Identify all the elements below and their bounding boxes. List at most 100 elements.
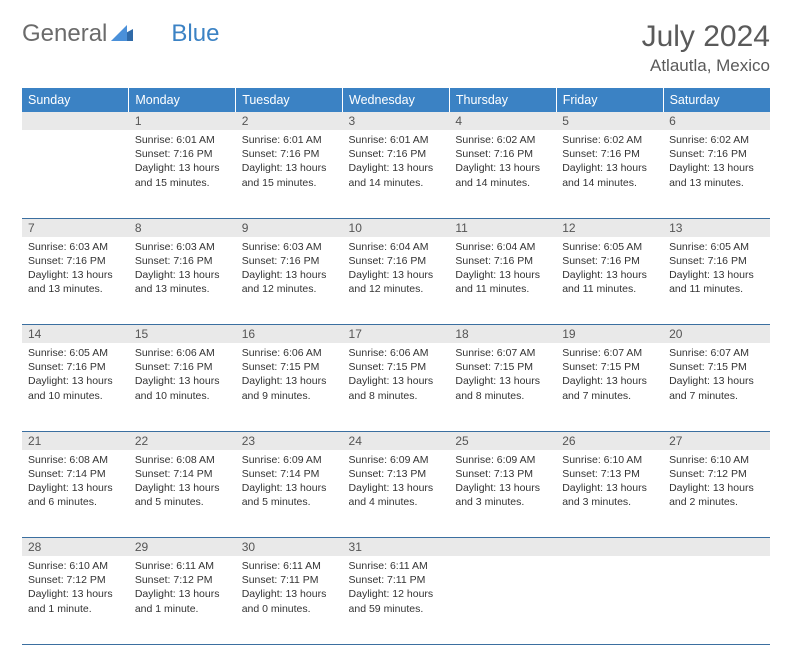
day-number-cell: 1: [129, 112, 236, 130]
sunset-text: Sunset: 7:15 PM: [669, 360, 764, 374]
sunrise-text: Sunrise: 6:07 AM: [455, 346, 550, 360]
sunrise-text: Sunrise: 6:01 AM: [349, 133, 444, 147]
day-content-cell: Sunrise: 6:02 AMSunset: 7:16 PMDaylight:…: [449, 130, 556, 218]
daylight-text: Daylight: 13 hours and 5 minutes.: [135, 481, 230, 509]
title-block: July 2024 Atlautla, Mexico: [642, 20, 770, 76]
sunrise-text: Sunrise: 6:10 AM: [28, 559, 123, 573]
sunrise-text: Sunrise: 6:01 AM: [135, 133, 230, 147]
day-number-row: 28293031: [22, 538, 770, 557]
day-number-cell: 26: [556, 431, 663, 450]
day-details: Sunrise: 6:04 AMSunset: 7:16 PMDaylight:…: [449, 237, 556, 303]
day-number-cell: 16: [236, 325, 343, 344]
daylight-text: Daylight: 13 hours and 2 minutes.: [669, 481, 764, 509]
sunrise-text: Sunrise: 6:03 AM: [242, 240, 337, 254]
sunset-text: Sunset: 7:16 PM: [669, 147, 764, 161]
sunrise-text: Sunrise: 6:01 AM: [242, 133, 337, 147]
day-content-cell: Sunrise: 6:02 AMSunset: 7:16 PMDaylight:…: [556, 130, 663, 218]
sunset-text: Sunset: 7:16 PM: [455, 147, 550, 161]
day-number-cell: 11: [449, 218, 556, 237]
calendar-table: Sunday Monday Tuesday Wednesday Thursday…: [22, 88, 770, 645]
day-content-cell: Sunrise: 6:11 AMSunset: 7:11 PMDaylight:…: [236, 556, 343, 644]
sunrise-text: Sunrise: 6:08 AM: [135, 453, 230, 467]
daylight-text: Daylight: 13 hours and 12 minutes.: [349, 268, 444, 296]
day-number-cell: 18: [449, 325, 556, 344]
day-number-cell: 21: [22, 431, 129, 450]
logo-text-1: General: [22, 20, 107, 48]
day-content-cell: Sunrise: 6:10 AMSunset: 7:12 PMDaylight:…: [22, 556, 129, 644]
day-content-cell: Sunrise: 6:01 AMSunset: 7:16 PMDaylight:…: [343, 130, 450, 218]
day-content-cell: Sunrise: 6:08 AMSunset: 7:14 PMDaylight:…: [129, 450, 236, 538]
sunset-text: Sunset: 7:11 PM: [349, 573, 444, 587]
day-details: Sunrise: 6:02 AMSunset: 7:16 PMDaylight:…: [556, 130, 663, 196]
day-number-cell: 3: [343, 112, 450, 130]
sunrise-text: Sunrise: 6:08 AM: [28, 453, 123, 467]
sunset-text: Sunset: 7:12 PM: [28, 573, 123, 587]
sunrise-text: Sunrise: 6:11 AM: [242, 559, 337, 573]
daylight-text: Daylight: 13 hours and 13 minutes.: [28, 268, 123, 296]
sunset-text: Sunset: 7:16 PM: [562, 254, 657, 268]
sunrise-text: Sunrise: 6:02 AM: [562, 133, 657, 147]
sunset-text: Sunset: 7:16 PM: [135, 254, 230, 268]
day-details: Sunrise: 6:10 AMSunset: 7:13 PMDaylight:…: [556, 450, 663, 516]
day-number-row: 123456: [22, 112, 770, 130]
daylight-text: Daylight: 13 hours and 1 minute.: [135, 587, 230, 615]
day-content-cell: Sunrise: 6:09 AMSunset: 7:13 PMDaylight:…: [449, 450, 556, 538]
sunset-text: Sunset: 7:13 PM: [455, 467, 550, 481]
month-title: July 2024: [642, 20, 770, 54]
sunset-text: Sunset: 7:15 PM: [242, 360, 337, 374]
day-content-cell: Sunrise: 6:05 AMSunset: 7:16 PMDaylight:…: [663, 237, 770, 325]
daylight-text: Daylight: 13 hours and 9 minutes.: [242, 374, 337, 402]
weekday-header: Tuesday: [236, 88, 343, 112]
day-number-row: 14151617181920: [22, 325, 770, 344]
sunset-text: Sunset: 7:12 PM: [135, 573, 230, 587]
sunrise-text: Sunrise: 6:02 AM: [669, 133, 764, 147]
sunset-text: Sunset: 7:15 PM: [562, 360, 657, 374]
logo-triangle-icon: [111, 20, 133, 48]
sunrise-text: Sunrise: 6:07 AM: [562, 346, 657, 360]
day-number-cell: 7: [22, 218, 129, 237]
daylight-text: Daylight: 12 hours and 59 minutes.: [349, 587, 444, 615]
day-details: Sunrise: 6:10 AMSunset: 7:12 PMDaylight:…: [663, 450, 770, 516]
day-content-cell: Sunrise: 6:07 AMSunset: 7:15 PMDaylight:…: [663, 343, 770, 431]
day-content-cell: Sunrise: 6:01 AMSunset: 7:16 PMDaylight:…: [129, 130, 236, 218]
day-content-cell: Sunrise: 6:09 AMSunset: 7:14 PMDaylight:…: [236, 450, 343, 538]
daylight-text: Daylight: 13 hours and 15 minutes.: [135, 161, 230, 189]
day-content-row: Sunrise: 6:08 AMSunset: 7:14 PMDaylight:…: [22, 450, 770, 538]
day-number-cell: 2: [236, 112, 343, 130]
day-content-row: Sunrise: 6:03 AMSunset: 7:16 PMDaylight:…: [22, 237, 770, 325]
sunrise-text: Sunrise: 6:05 AM: [669, 240, 764, 254]
daylight-text: Daylight: 13 hours and 6 minutes.: [28, 481, 123, 509]
sunrise-text: Sunrise: 6:05 AM: [28, 346, 123, 360]
day-details: Sunrise: 6:09 AMSunset: 7:14 PMDaylight:…: [236, 450, 343, 516]
sunrise-text: Sunrise: 6:09 AM: [242, 453, 337, 467]
day-details: Sunrise: 6:03 AMSunset: 7:16 PMDaylight:…: [129, 237, 236, 303]
daylight-text: Daylight: 13 hours and 7 minutes.: [562, 374, 657, 402]
day-details: Sunrise: 6:01 AMSunset: 7:16 PMDaylight:…: [236, 130, 343, 196]
sunrise-text: Sunrise: 6:03 AM: [28, 240, 123, 254]
sunrise-text: Sunrise: 6:10 AM: [562, 453, 657, 467]
day-number-cell: [556, 538, 663, 557]
sunrise-text: Sunrise: 6:06 AM: [135, 346, 230, 360]
day-details: Sunrise: 6:08 AMSunset: 7:14 PMDaylight:…: [22, 450, 129, 516]
day-content-cell: Sunrise: 6:10 AMSunset: 7:13 PMDaylight:…: [556, 450, 663, 538]
daylight-text: Daylight: 13 hours and 14 minutes.: [349, 161, 444, 189]
day-details: Sunrise: 6:06 AMSunset: 7:16 PMDaylight:…: [129, 343, 236, 409]
day-details: Sunrise: 6:05 AMSunset: 7:16 PMDaylight:…: [663, 237, 770, 303]
daylight-text: Daylight: 13 hours and 11 minutes.: [455, 268, 550, 296]
day-details: Sunrise: 6:09 AMSunset: 7:13 PMDaylight:…: [449, 450, 556, 516]
day-content-cell: [663, 556, 770, 644]
day-content-row: Sunrise: 6:01 AMSunset: 7:16 PMDaylight:…: [22, 130, 770, 218]
sunset-text: Sunset: 7:13 PM: [562, 467, 657, 481]
sunset-text: Sunset: 7:13 PM: [349, 467, 444, 481]
weekday-header-row: Sunday Monday Tuesday Wednesday Thursday…: [22, 88, 770, 112]
sunrise-text: Sunrise: 6:07 AM: [669, 346, 764, 360]
day-content-cell: Sunrise: 6:06 AMSunset: 7:15 PMDaylight:…: [236, 343, 343, 431]
sunrise-text: Sunrise: 6:03 AM: [135, 240, 230, 254]
day-content-cell: Sunrise: 6:03 AMSunset: 7:16 PMDaylight:…: [236, 237, 343, 325]
sunset-text: Sunset: 7:15 PM: [455, 360, 550, 374]
sunset-text: Sunset: 7:16 PM: [242, 147, 337, 161]
sunrise-text: Sunrise: 6:11 AM: [349, 559, 444, 573]
day-number-cell: [449, 538, 556, 557]
sunset-text: Sunset: 7:14 PM: [28, 467, 123, 481]
day-details: Sunrise: 6:02 AMSunset: 7:16 PMDaylight:…: [449, 130, 556, 196]
